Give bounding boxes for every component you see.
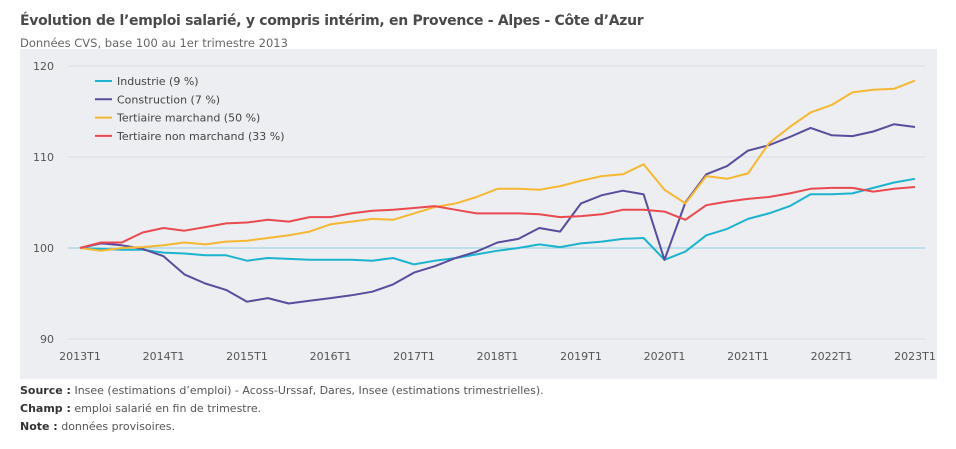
y-tick-label: 120 [33,60,54,73]
source-text: Insee (estimations d’emploi) - Acoss-Urs… [70,384,544,397]
x-tick-label: 2022T1 [811,350,853,363]
x-tick-label: 2021T1 [727,350,769,363]
series-line-2 [79,79,916,252]
champ-note: Champ : emploi salarié en fin de trimest… [20,400,544,418]
y-tick-label: 90 [40,333,54,346]
x-tick-label: 2013T1 [59,350,101,363]
champ-label: Champ : [20,402,71,415]
legend-label: Tertiaire marchand (50 %) [116,112,260,125]
series-line-1 [79,123,916,305]
y-tick-label: 110 [33,151,54,164]
series-line-0 [79,177,916,266]
note-text: données provisoires. [57,420,175,433]
x-tick-label: 2018T1 [477,350,519,363]
chart-notes: Source : Insee (estimations d’emploi) - … [20,382,544,436]
legend-label: Tertiaire non marchand (33 %) [116,130,285,143]
y-tick-label: 100 [33,242,54,255]
note-label: Note : [20,420,58,433]
x-tick-label: 2020T1 [644,350,686,363]
chart-title: Évolution de l’emploi salarié, y compris… [20,13,644,29]
source-label: Source : [20,384,71,397]
source-note: Source : Insee (estimations d’emploi) - … [20,382,544,400]
legend-label: Industrie (9 %) [117,75,199,88]
chart-subtitle: Données CVS, base 100 au 1er trimestre 2… [20,36,288,50]
x-tick-label: 2015T1 [226,350,268,363]
x-tick-label: 2016T1 [310,350,352,363]
x-tick-label: 2019T1 [560,350,602,363]
x-tick-label: 2014T1 [143,350,185,363]
legend-label: Construction (7 %) [117,93,220,106]
x-tick-label: 2017T1 [393,350,435,363]
note-note: Note : données provisoires. [20,418,544,436]
x-tick-label: 2023T1 [894,350,936,363]
champ-text: emploi salarié en fin de trimestre. [70,402,262,415]
series-line-3 [79,186,916,249]
